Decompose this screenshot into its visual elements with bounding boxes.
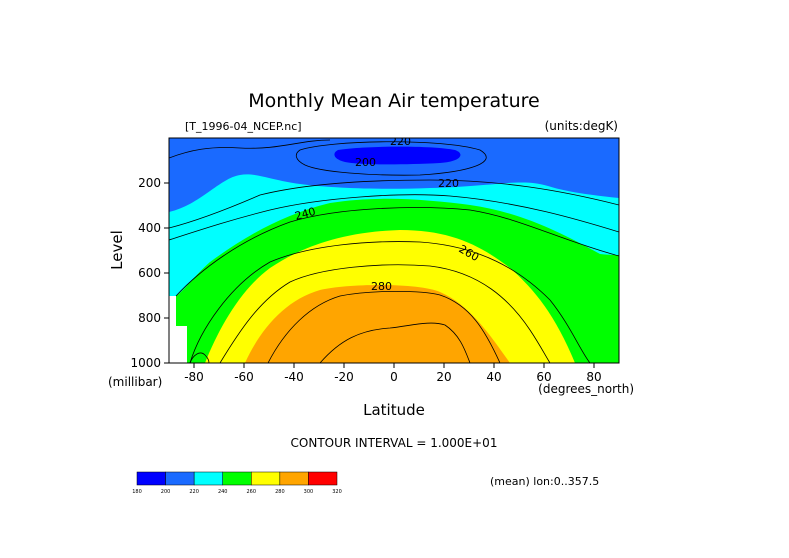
colorbar-swatch (308, 471, 338, 486)
x-tick-label: 40 (486, 370, 501, 384)
chart-title: Monthly Mean Air temperature (248, 90, 539, 112)
colorbar-label: 260 (247, 489, 257, 495)
x-axis: -80 -60 -40 -20 0 20 40 60 80 (184, 363, 602, 384)
contour-label: 220 (438, 177, 459, 190)
contour-label: 280 (371, 280, 392, 293)
contour-label: 240 (293, 205, 317, 223)
colorbar-swatch (165, 471, 195, 486)
colorbar-swatch (136, 471, 166, 486)
x-tick-label: 0 (390, 370, 398, 384)
y-axis-title: Level (108, 230, 126, 270)
y-tick-label: 1000 (130, 356, 161, 370)
colorbar-label: 240 (218, 489, 228, 495)
y-units-label: (millibar) (108, 375, 162, 389)
contour-interval-label: CONTOUR INTERVAL = 1.000E+01 (291, 436, 498, 450)
colorbar-swatch (279, 471, 309, 486)
file-label: [T_1996-04_NCEP.nc] (185, 120, 302, 133)
colorbar-label: 220 (189, 489, 199, 495)
colorbar-label: 280 (275, 489, 285, 495)
x-tick-label: 20 (436, 370, 451, 384)
y-tick-label: 400 (138, 221, 161, 235)
colorbar-label: 320 (332, 489, 342, 495)
units-label: (units:degK) (545, 119, 618, 133)
y-tick-label: 200 (138, 176, 161, 190)
colorbar-label: 200 (161, 489, 171, 495)
y-tick-label: 600 (138, 266, 161, 280)
colorbar-label: 180 (132, 489, 142, 495)
contour-label: 200 (355, 156, 376, 169)
y-tick-label: 800 (138, 311, 161, 325)
colorbar-swatch (193, 471, 223, 486)
y-axis: 200 400 600 800 1000 (130, 176, 169, 370)
contour-label: 220 (390, 135, 411, 148)
x-tick-label: -60 (234, 370, 254, 384)
x-tick-label: -80 (184, 370, 204, 384)
x-tick-label: -40 (284, 370, 304, 384)
x-axis-title: Latitude (363, 401, 425, 419)
footer-label: (mean) lon:0..357.5 (490, 475, 599, 488)
contour-fill: 220 200 220 240 260 280 (169, 135, 619, 363)
colorbar: 180 200 220 240 260 280 300 320 (132, 471, 342, 495)
x-units-label: (degrees_north) (538, 382, 634, 396)
colorbar-swatch (251, 471, 281, 486)
colorbar-label: 300 (304, 489, 314, 495)
x-tick-label: 60 (536, 370, 551, 384)
colorbar-swatch (222, 471, 252, 486)
x-tick-label: 80 (586, 370, 601, 384)
x-tick-label: -20 (334, 370, 354, 384)
